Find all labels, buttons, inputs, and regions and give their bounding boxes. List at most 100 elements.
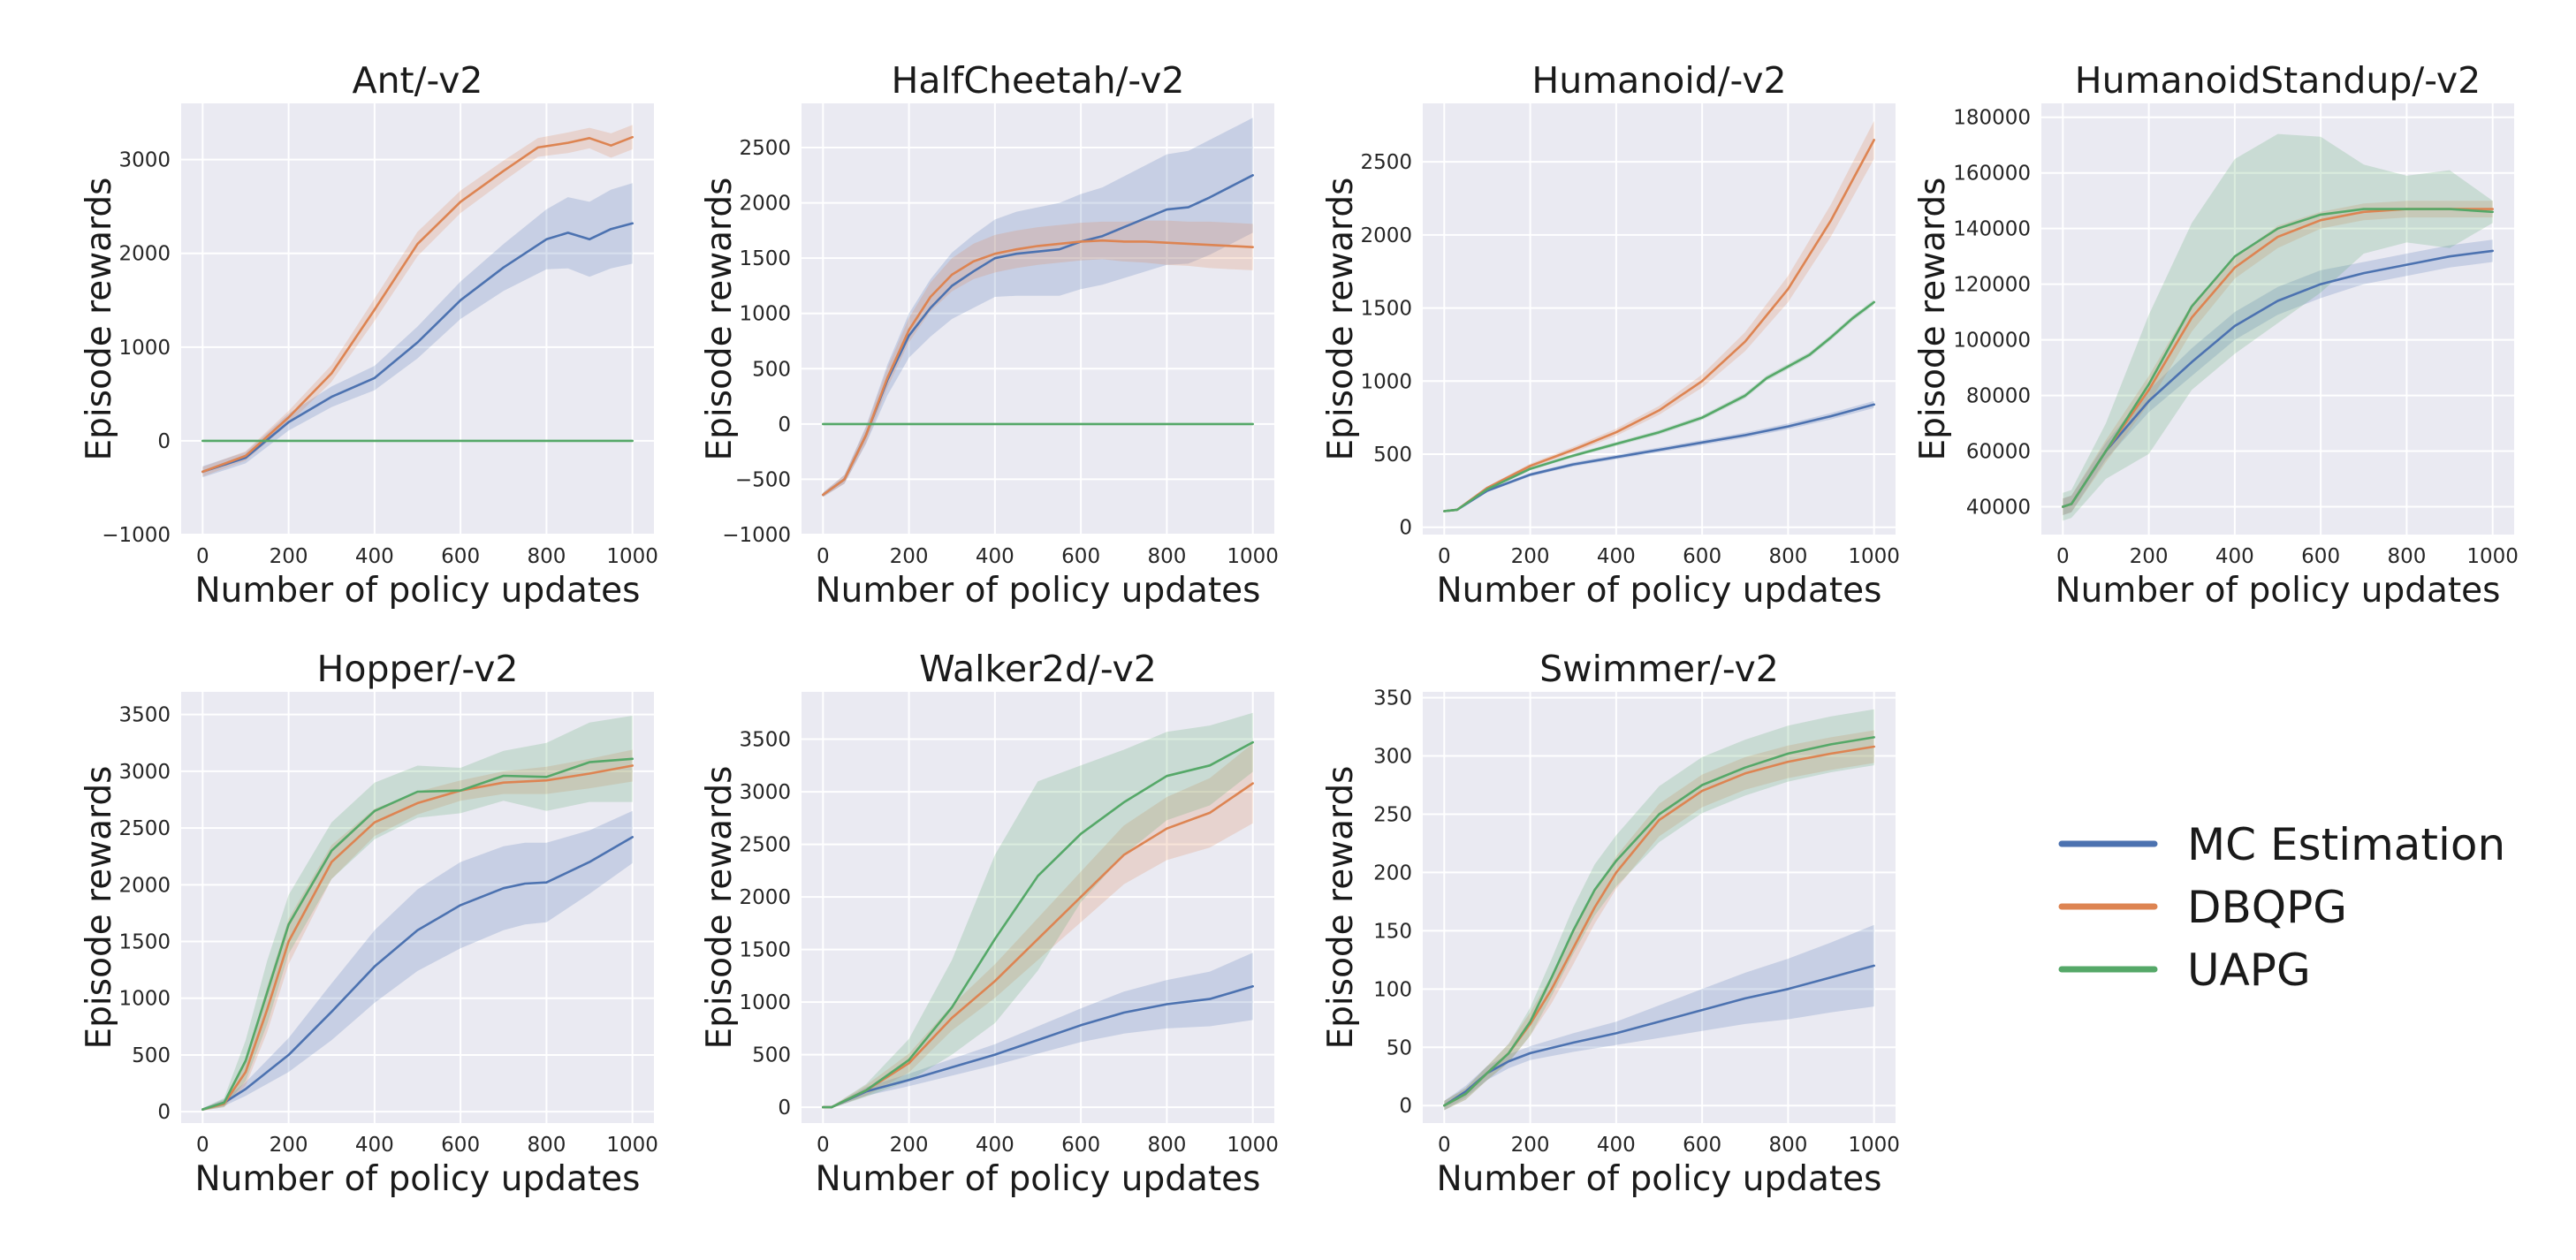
line-mc-estimation (201, 836, 635, 1111)
line-uapg (2062, 208, 2494, 508)
line-mc-estimation (201, 222, 635, 474)
band-mc-estimation (202, 810, 633, 1111)
line-mc-estimation (821, 174, 1254, 497)
y-tick-label: 1500 (1360, 298, 1412, 321)
x-axis-label: Number of policy updates (2055, 571, 2501, 611)
x-tick-label: 400 (355, 545, 394, 568)
x-tick-label: 800 (2387, 545, 2426, 568)
plot-area (2041, 103, 2514, 535)
y-tick-label: 2500 (739, 834, 791, 857)
x-tick-label: 0 (2056, 545, 2070, 568)
y-tick-label: −1000 (102, 524, 171, 547)
y-tick-label: 2500 (118, 817, 171, 840)
x-tick-label: 400 (355, 1134, 394, 1157)
band-dbqpg (202, 749, 633, 1111)
y-tick-label: 300 (1373, 746, 1412, 769)
x-tick-label: 400 (976, 545, 1014, 568)
y-tick-label: 0 (778, 1097, 791, 1120)
x-tick-label: 200 (1511, 545, 1550, 568)
y-tick-label: 0 (157, 1101, 171, 1124)
x-tick-label: 800 (1768, 1134, 1807, 1157)
subplot-title: Walker2d/-v2 (919, 648, 1157, 690)
x-tick-label: 600 (2301, 545, 2340, 568)
x-tick-label: 0 (196, 1134, 209, 1157)
y-tick-label: 500 (752, 358, 791, 381)
y-tick-label: 0 (1399, 517, 1412, 540)
x-axis-label: Number of policy updates (195, 571, 641, 611)
band-uapg (823, 712, 1253, 1109)
line-dbqpg (821, 239, 1254, 497)
band-uapg (2063, 133, 2493, 521)
legend-item-mc-estimation: MC Estimation (2058, 819, 2505, 870)
y-tick-label: 2000 (1360, 224, 1412, 247)
y-axis-label: Episode rewards (700, 766, 740, 1050)
x-tick-label: 0 (817, 545, 830, 568)
x-tick-label: 1000 (1227, 545, 1279, 568)
y-tick-label: 3000 (118, 149, 171, 172)
subplot-swimmer-v2: 0 200 400 600 800 1000 0 50 100 150 200 250 300 350 Sw… (1321, 648, 1900, 1199)
plot-area (1423, 692, 1896, 1123)
band-mc-estimation (2063, 239, 2493, 515)
y-tick-label: 2000 (118, 874, 171, 897)
y-tick-label: 0 (157, 430, 171, 453)
line-dbqpg (201, 764, 635, 1111)
subplot-humanoidstandup-v2: 0 200 400 600 800 1000 40000 60000 80000 100000 12… (1913, 59, 2519, 611)
y-tick-label: 80000 (1966, 385, 2031, 408)
plot-area (1423, 103, 1896, 535)
x-axis-label: Number of policy updates (195, 1159, 641, 1199)
legend-item-uapg: UAPG (2058, 945, 2311, 996)
x-axis-label: Number of policy updates (816, 571, 1261, 611)
x-tick-label: 600 (1061, 1134, 1100, 1157)
band-dbqpg (823, 743, 1253, 1109)
y-tick-label: 1500 (739, 939, 791, 962)
y-tick-label: 1000 (118, 337, 171, 360)
subplot-title: Hopper/-v2 (317, 648, 519, 690)
y-tick-label: 3000 (739, 781, 791, 804)
x-tick-label: 600 (441, 1134, 480, 1157)
y-tick-label: 160000 (1953, 163, 2031, 186)
band-dbqpg (823, 220, 1253, 497)
subplot-halfcheetah-v2: 0 200 400 600 800 1000 −1000 −500 0 500 1000 1500 20… (700, 59, 1279, 611)
y-axis-label: Episode rewards (1321, 766, 1361, 1050)
legend-label: DBQPG (2187, 882, 2347, 933)
band-mc-estimation (1444, 400, 1874, 512)
x-tick-label: 1000 (1227, 1134, 1279, 1157)
y-tick-label: −500 (735, 468, 791, 491)
x-tick-label: 400 (2215, 545, 2254, 568)
y-tick-label: 50 (1387, 1036, 1412, 1059)
y-tick-label: 60000 (1966, 441, 2031, 464)
line-uapg (201, 757, 635, 1111)
y-tick-label: 2000 (118, 243, 171, 266)
plot-area (181, 103, 654, 535)
y-tick-label: 0 (1399, 1095, 1412, 1118)
y-axis-label: Episode rewards (1321, 178, 1361, 461)
y-tick-label: 3500 (118, 704, 171, 727)
subplot-grid: 0 200 400 600 800 1000−10000100020003000Ant/-… (80, 59, 2519, 1199)
y-axis-label: Episode rewards (700, 178, 740, 461)
y-tick-label: 0 (778, 414, 791, 436)
x-tick-label: 600 (441, 545, 480, 568)
x-tick-label: 800 (527, 1134, 566, 1157)
y-tick-label: 180000 (1953, 107, 2031, 130)
band-mc-estimation (202, 183, 633, 478)
line-uapg (1443, 300, 1875, 512)
x-tick-label: 600 (1683, 545, 1721, 568)
legend: MC Estimation DBQPG UAPG (2058, 819, 2505, 996)
legend-item-dbqpg: DBQPG (2058, 882, 2347, 933)
y-axis-label: Episode rewards (80, 178, 119, 461)
x-tick-label: 400 (1597, 1134, 1636, 1157)
line-uapg (1443, 736, 1875, 1107)
y-tick-label: 1000 (118, 988, 171, 1011)
band-uapg (1444, 709, 1874, 1111)
x-tick-label: 1000 (606, 1134, 658, 1157)
x-tick-label: 0 (196, 545, 209, 568)
x-tick-label: 1000 (1848, 545, 1900, 568)
y-tick-label: −1000 (722, 524, 791, 547)
legend-label: MC Estimation (2187, 819, 2505, 870)
x-tick-label: 0 (1438, 1134, 1451, 1157)
x-tick-label: 1000 (606, 545, 658, 568)
y-tick-label: 1500 (739, 247, 791, 270)
y-tick-label: 1500 (118, 931, 171, 954)
y-tick-label: 2000 (739, 886, 791, 909)
x-tick-label: 400 (1597, 545, 1636, 568)
